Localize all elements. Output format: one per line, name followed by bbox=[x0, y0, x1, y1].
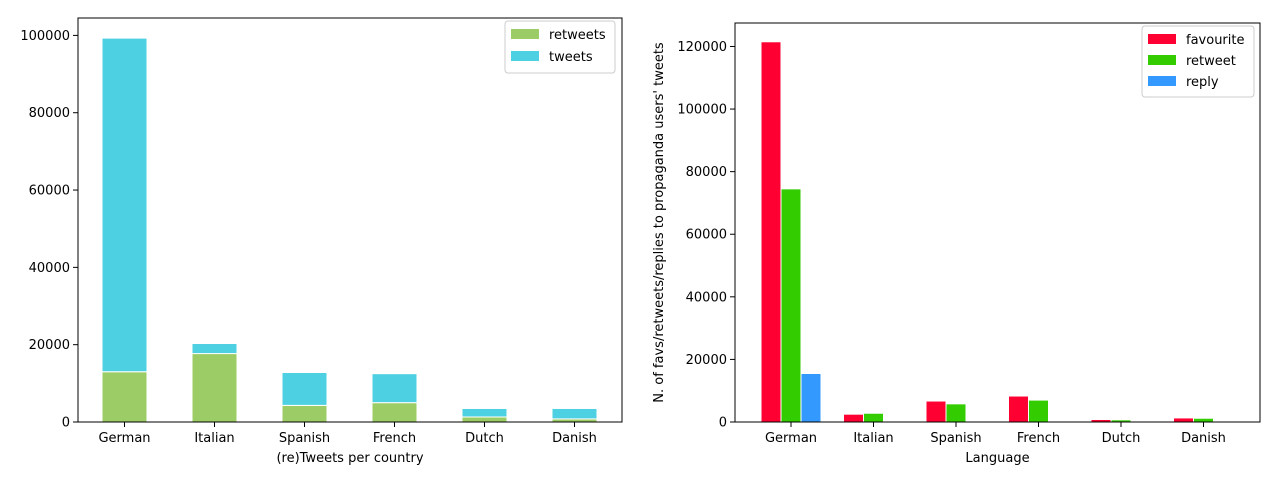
plot-frame bbox=[78, 18, 622, 422]
y-tick-label: 80000 bbox=[686, 165, 727, 180]
y-tick-label: 40000 bbox=[686, 290, 727, 305]
x-tick-label-dutch: Dutch bbox=[465, 431, 504, 446]
chart-1: 0 20000 40000 60000 80000 100000 German Italian… bbox=[20, 18, 622, 466]
y-tick-label: 80000 bbox=[29, 106, 70, 121]
x-tick-label-danish: Danish bbox=[1181, 431, 1226, 446]
bar-retweets-german bbox=[102, 372, 147, 422]
legend-label-favourite: favourite bbox=[1186, 33, 1244, 48]
y-tick-label: 100000 bbox=[677, 103, 727, 118]
legend-swatch-reply bbox=[1148, 76, 1176, 86]
bar-retweet-spanish bbox=[946, 404, 966, 422]
x-tick-label-spanish: Spanish bbox=[279, 431, 330, 446]
y-tick-label: 100000 bbox=[20, 29, 70, 44]
legend-label-tweets: tweets bbox=[549, 50, 593, 65]
bar-retweet-german bbox=[781, 189, 801, 422]
bar-tweets-spanish bbox=[282, 373, 327, 406]
bar-retweet-italian bbox=[864, 413, 884, 422]
bar-tweets-french bbox=[372, 374, 417, 403]
y-tick-label: 0 bbox=[719, 416, 727, 431]
y-tick-label: 0 bbox=[62, 416, 70, 431]
x-tick-label-italian: Italian bbox=[853, 431, 893, 446]
x-tick-label-spanish: Spanish bbox=[930, 431, 981, 446]
x-axis-label: Language bbox=[965, 451, 1029, 466]
x-tick-label-italian: Italian bbox=[194, 431, 234, 446]
bar-retweets-french bbox=[372, 403, 417, 422]
bar-retweets-dutch bbox=[462, 417, 507, 422]
bar-tweets-danish bbox=[552, 408, 597, 418]
bar-favourite-german bbox=[761, 42, 781, 422]
y-axis-label: N. of favs/retweets/replies to propagand… bbox=[652, 42, 667, 403]
legend: retweets tweets bbox=[505, 21, 615, 73]
y-tick-label: 120000 bbox=[677, 40, 727, 55]
chart-2: 0 20000 40000 60000 80000 100000 120000 German I… bbox=[652, 23, 1260, 466]
legend: favourite retweet reply bbox=[1142, 26, 1254, 97]
bar-tweets-dutch bbox=[462, 408, 507, 417]
x-tick-label-danish: Danish bbox=[552, 431, 597, 446]
x-tick-label-german: German bbox=[765, 431, 817, 446]
bar-retweets-spanish bbox=[282, 405, 327, 422]
bar-favourite-italian bbox=[844, 414, 864, 422]
legend-label-retweets: retweets bbox=[549, 28, 606, 43]
legend-swatch-retweets bbox=[511, 29, 539, 39]
bar-favourite-french bbox=[1009, 396, 1029, 422]
bar-retweets-italian bbox=[192, 354, 237, 422]
x-tick-label-german: German bbox=[98, 431, 150, 446]
bar-tweets-german bbox=[102, 38, 147, 372]
bar-favourite-spanish bbox=[926, 401, 946, 422]
legend-swatch-tweets bbox=[511, 51, 539, 61]
legend-swatch-favourite bbox=[1148, 34, 1176, 44]
x-tick-label-french: French bbox=[1017, 431, 1060, 446]
bar-retweet-french bbox=[1029, 400, 1049, 422]
x-axis-label: (re)Tweets per country bbox=[276, 451, 423, 466]
y-tick-label: 20000 bbox=[29, 338, 70, 353]
x-tick-label-french: French bbox=[373, 431, 416, 446]
legend-swatch-retweet bbox=[1148, 55, 1176, 65]
x-tick-label-dutch: Dutch bbox=[1102, 431, 1141, 446]
y-tick-label: 60000 bbox=[29, 184, 70, 199]
bar-favourite-danish bbox=[1174, 418, 1194, 422]
legend-label-retweet: retweet bbox=[1186, 54, 1236, 69]
bar-tweets-italian bbox=[192, 344, 237, 354]
y-tick-label: 20000 bbox=[686, 353, 727, 368]
legend-label-reply: reply bbox=[1186, 75, 1219, 90]
bar-retweet-danish bbox=[1194, 418, 1214, 422]
y-tick-label: 40000 bbox=[29, 261, 70, 276]
bar-reply-german bbox=[801, 373, 821, 422]
y-tick-label: 60000 bbox=[686, 228, 727, 243]
